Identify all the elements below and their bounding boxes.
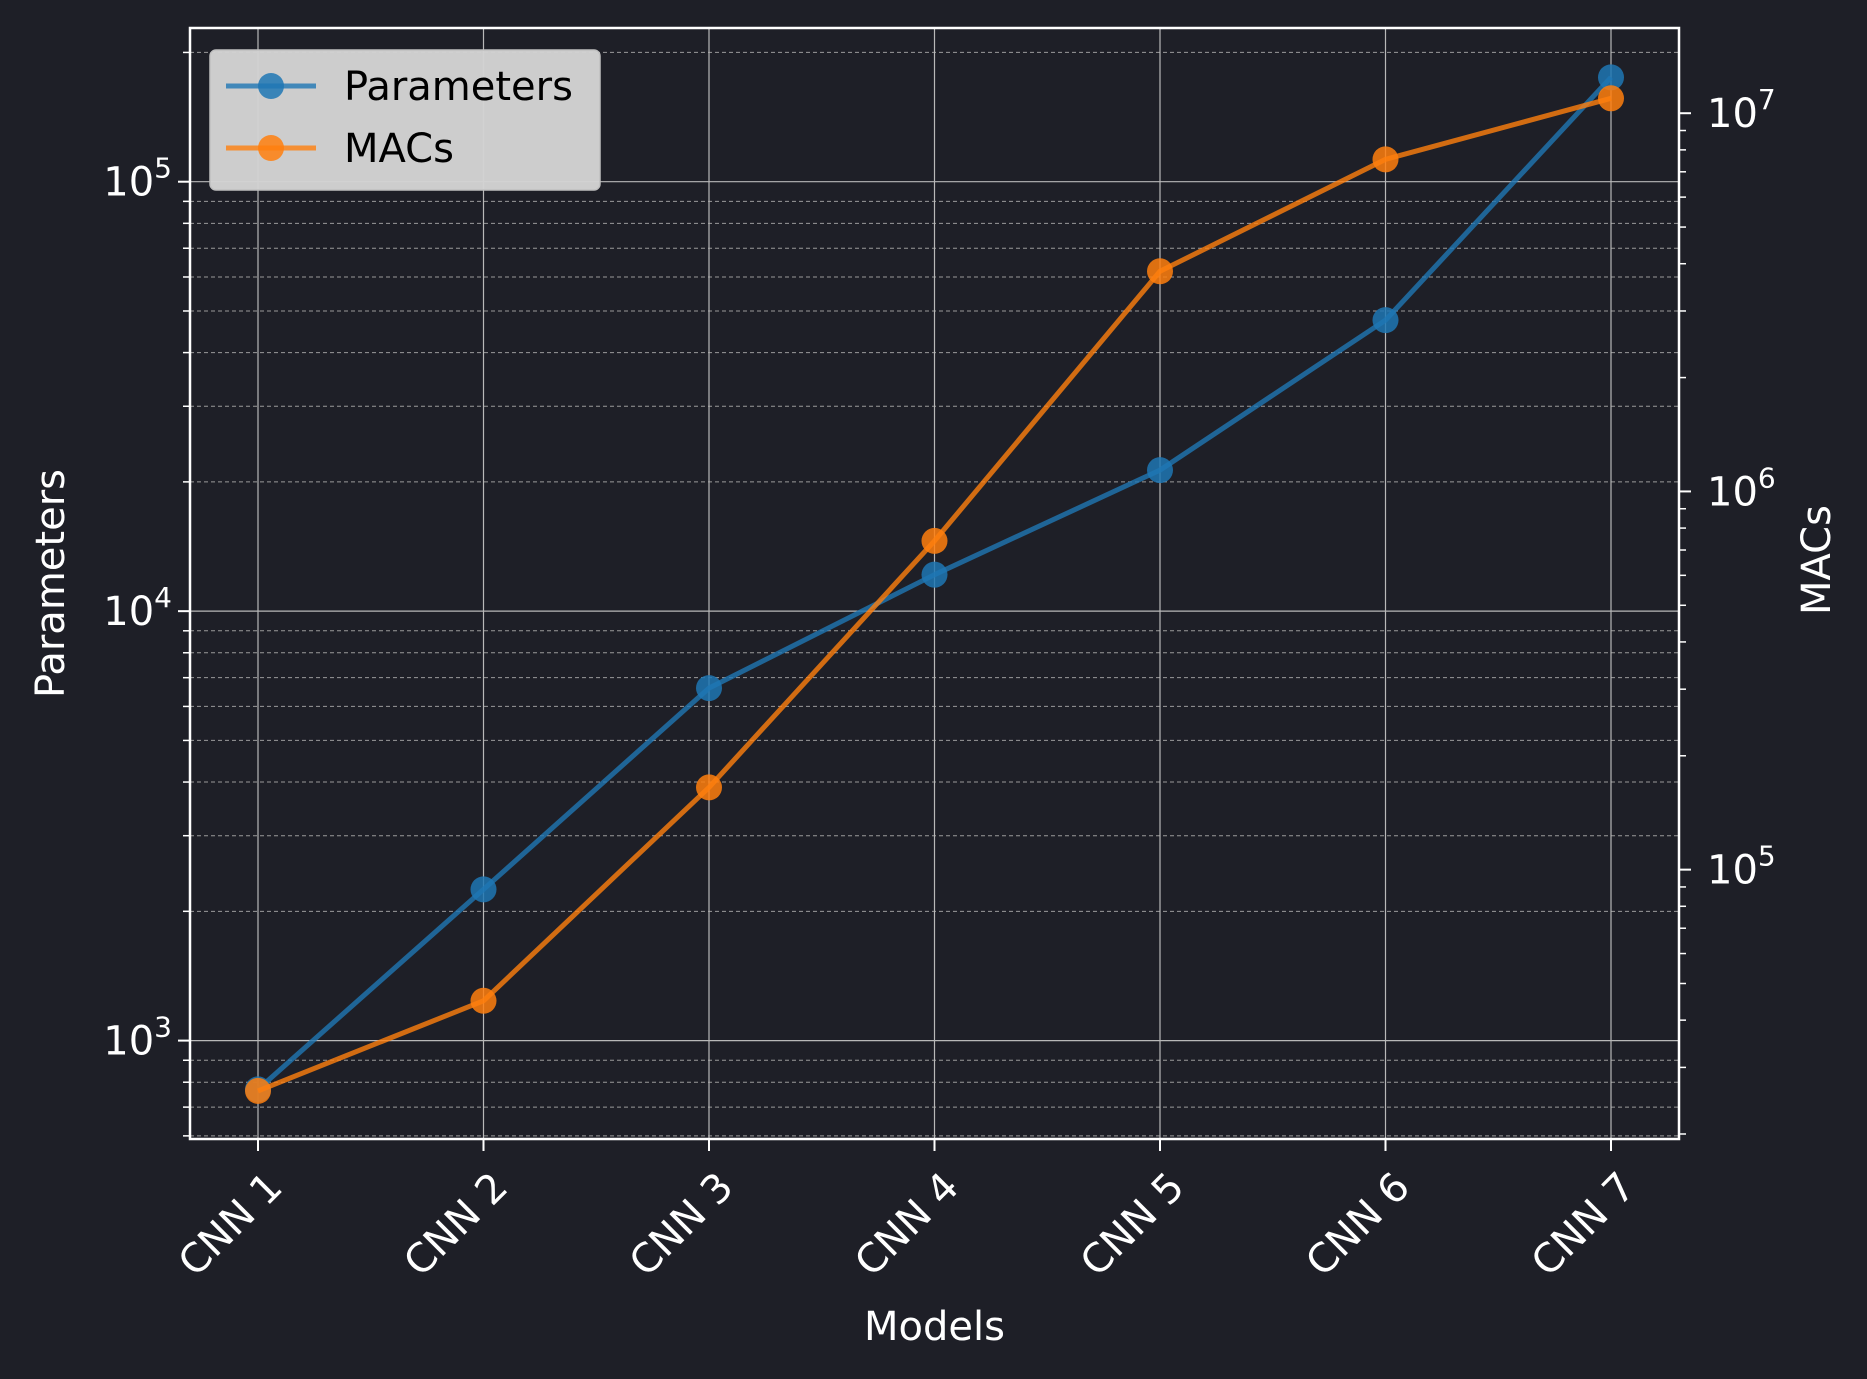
macs-point <box>470 987 497 1014</box>
macs-point <box>245 1077 271 1104</box>
legend: Parameters MACs <box>209 49 601 191</box>
x-axis-title: Models <box>864 1304 1005 1350</box>
grid <box>190 28 1679 1139</box>
y-axis-title-left: Parameters <box>28 469 74 698</box>
y-axis-title-right: MACs <box>1794 505 1840 615</box>
parameters-point <box>1372 307 1399 334</box>
y-tick-label: 103 <box>103 1011 172 1065</box>
legend-macs-marker <box>258 135 284 161</box>
series-layer <box>245 64 1624 1104</box>
y-tick-label: 105 <box>103 152 172 206</box>
y-tick-label: 104 <box>103 581 172 635</box>
macs-point <box>1598 85 1624 112</box>
macs-point <box>696 774 722 801</box>
parameters-point <box>1147 457 1173 484</box>
legend-parameters-label: Parameters <box>344 64 573 110</box>
legend-macs-label: MACs <box>344 126 454 172</box>
macs-point <box>1147 258 1173 285</box>
y2-tick-label: 107 <box>1707 83 1776 137</box>
macs-point <box>921 527 948 554</box>
parameters-point <box>1598 64 1624 91</box>
parameters-point <box>921 561 948 588</box>
y2-tick-label: 105 <box>1707 840 1776 894</box>
y2-tick-label: 106 <box>1707 461 1776 515</box>
macs-point <box>1372 146 1399 173</box>
parameters-point <box>470 876 497 903</box>
parameters-point <box>696 675 722 702</box>
legend-parameters-marker <box>258 73 284 99</box>
